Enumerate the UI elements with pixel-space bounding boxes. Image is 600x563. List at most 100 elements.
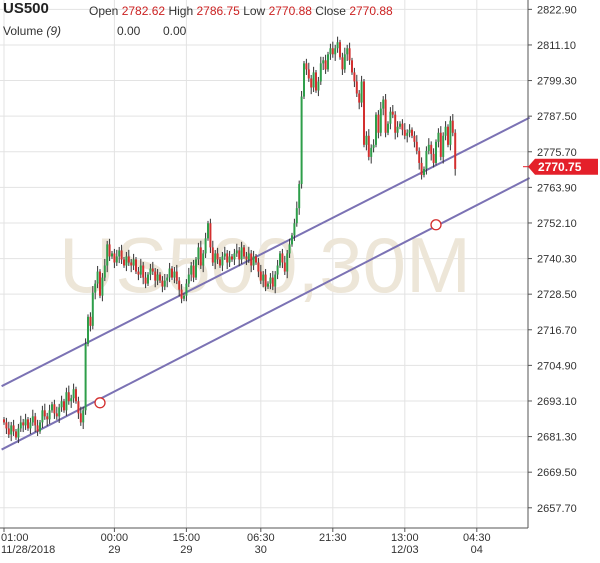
candle-body: [341, 57, 344, 70]
candle: [262, 271, 265, 288]
candle: [87, 314, 89, 347]
candle: [72, 383, 75, 403]
candle: [82, 406, 85, 430]
candle-body: [425, 150, 428, 169]
x-tick-date: 11/28/2018: [1, 544, 55, 556]
candle-body: [185, 283, 188, 296]
candle-body: [183, 295, 185, 299]
candle: [29, 417, 32, 435]
candle: [161, 276, 164, 293]
candle-body: [315, 72, 317, 91]
candle-body: [331, 48, 334, 55]
candle-body: [329, 48, 332, 55]
candle-body: [144, 277, 147, 284]
candle-body: [334, 48, 337, 55]
candle-body: [12, 425, 15, 432]
candle: [130, 259, 133, 273]
candle: [135, 257, 137, 274]
y-tick-label: 2704.90: [537, 360, 577, 372]
candle-body: [221, 256, 224, 266]
y-tick-label: 2799.30: [537, 76, 577, 88]
candle: [70, 394, 73, 408]
candle-body: [17, 428, 20, 438]
x-tick-time: 01:00: [1, 532, 29, 544]
candle-body: [199, 247, 202, 266]
candle-body: [163, 280, 166, 287]
candle: [442, 132, 445, 164]
candle-body: [113, 253, 116, 263]
candle: [257, 257, 260, 278]
candle: [65, 387, 68, 416]
candle: [197, 242, 200, 266]
candle: [379, 101, 382, 137]
candle-body: [209, 223, 212, 248]
candle: [243, 244, 245, 259]
low-label: Low: [243, 4, 266, 18]
candle-body: [154, 271, 157, 281]
candle-body: [31, 416, 34, 423]
candle: [99, 269, 101, 299]
candle-body: [307, 69, 310, 79]
candle-body: [166, 277, 169, 281]
candle-body: [423, 168, 425, 175]
candle: [137, 267, 140, 281]
candle-body: [245, 256, 248, 260]
candle-body: [111, 253, 113, 257]
candle-body: [430, 144, 433, 154]
candle-body: [305, 63, 308, 70]
candle-body: [276, 265, 279, 275]
candle: [300, 90, 303, 189]
candle-body: [108, 244, 111, 257]
candle: [58, 403, 61, 424]
candle-body: [435, 141, 437, 163]
candle-body: [420, 162, 423, 175]
candle-body: [115, 256, 118, 263]
candle-body: [135, 259, 137, 272]
candle: [372, 139, 375, 153]
candle: [231, 254, 233, 262]
candle-body: [24, 419, 27, 426]
candle-body: [322, 60, 325, 64]
candle: [17, 423, 20, 444]
candle-body: [22, 422, 25, 426]
grid: [0, 0, 528, 528]
candle-body: [372, 144, 375, 148]
candle: [348, 42, 351, 65]
candle-body: [411, 129, 413, 136]
candle: [430, 141, 433, 161]
candle-body: [447, 126, 449, 145]
close-value: 2770.88: [349, 4, 393, 18]
last-price-label: 2770.75: [538, 160, 582, 174]
candle-body: [173, 271, 176, 278]
candle-body: [55, 413, 58, 417]
candle-body: [233, 253, 236, 260]
candle: [173, 267, 176, 284]
candle: [94, 280, 97, 300]
candle: [48, 404, 51, 424]
candle: [187, 267, 190, 288]
x-tick-time: 15:00: [173, 532, 201, 544]
candle-body: [259, 271, 262, 281]
candle: [334, 44, 337, 61]
candle-body: [238, 250, 241, 260]
candle-body: [252, 256, 255, 266]
candle-body: [10, 425, 13, 435]
candle: [185, 279, 188, 302]
candle: [324, 54, 327, 74]
candle: [63, 398, 65, 413]
candle: [317, 76, 320, 97]
candle: [163, 273, 166, 291]
candle: [394, 111, 397, 140]
candle: [411, 127, 413, 139]
candle-body: [132, 259, 135, 266]
candle: [425, 146, 428, 175]
candle: [312, 66, 315, 93]
candle-body: [339, 42, 341, 58]
candle-body: [77, 401, 80, 414]
candle-body: [295, 208, 298, 224]
candle: [315, 69, 317, 93]
candle-body: [187, 274, 190, 284]
candle-body: [279, 253, 281, 266]
candle: [307, 62, 310, 82]
